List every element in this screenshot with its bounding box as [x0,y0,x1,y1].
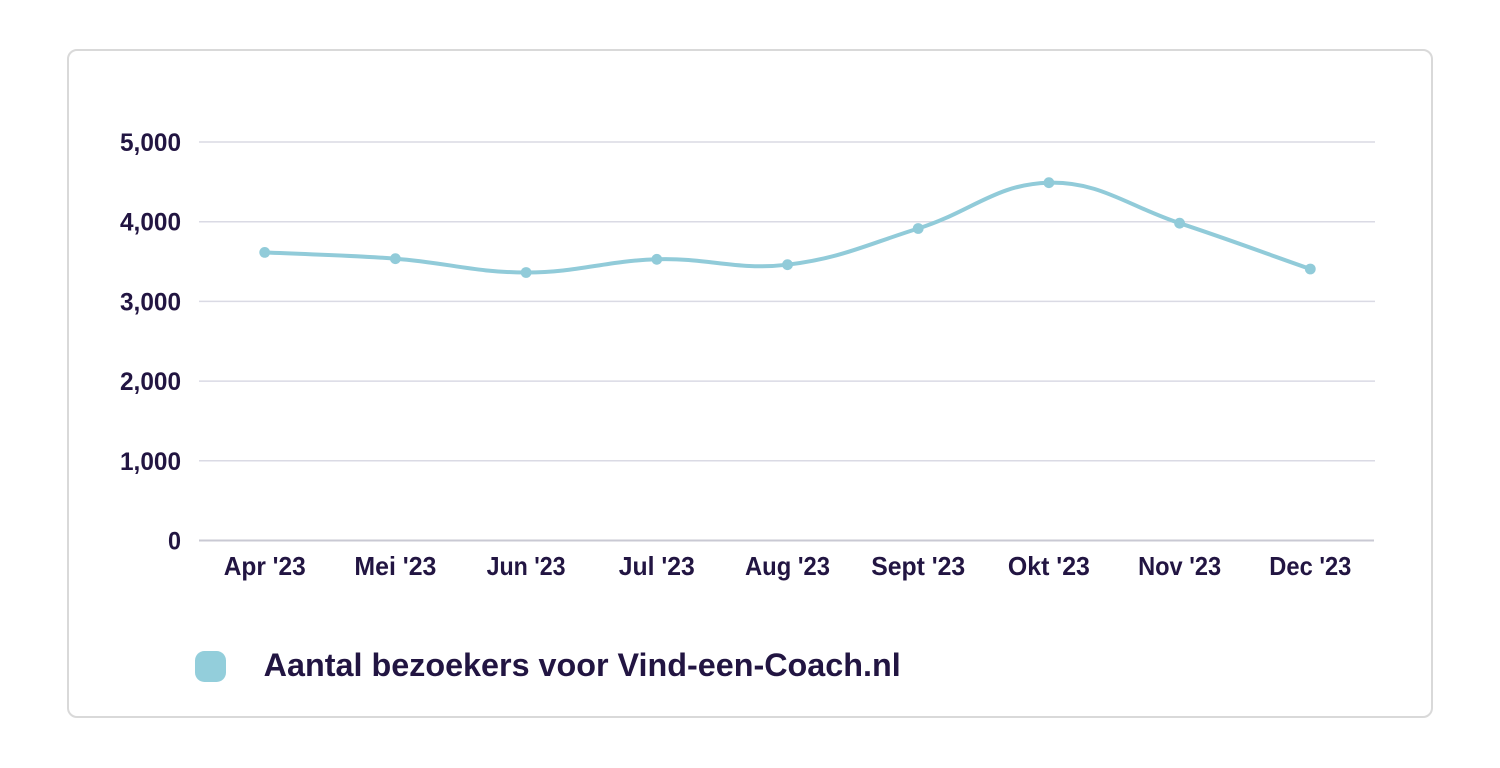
svg-text:Jun '23: Jun '23 [487,551,566,581]
svg-text:3,000: 3,000 [120,288,181,316]
svg-text:Dec '23: Dec '23 [1269,551,1351,581]
svg-text:Nov '23: Nov '23 [1138,551,1221,581]
svg-text:5,000: 5,000 [120,129,181,157]
svg-text:2,000: 2,000 [120,368,181,396]
svg-text:0: 0 [168,528,181,556]
svg-text:Jul '23: Jul '23 [619,551,695,581]
svg-text:Okt '23: Okt '23 [1008,551,1090,581]
svg-text:Aantal bezoekers voor Vind-een: Aantal bezoekers voor Vind-een-Coach.nl [264,647,901,683]
svg-text:Sept '23: Sept '23 [871,551,965,581]
svg-text:Apr '23: Apr '23 [224,551,306,581]
svg-text:Mei '23: Mei '23 [354,551,436,581]
svg-text:1,000: 1,000 [120,448,181,476]
svg-text:Aug '23: Aug '23 [745,551,830,581]
svg-text:4,000: 4,000 [120,209,181,237]
